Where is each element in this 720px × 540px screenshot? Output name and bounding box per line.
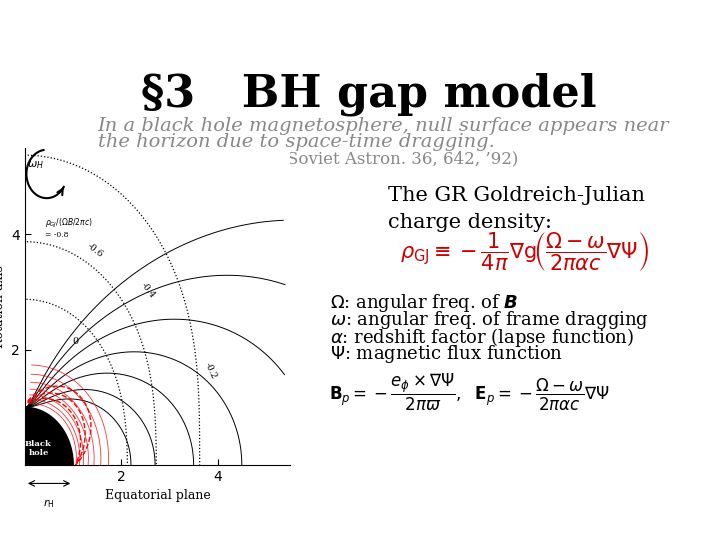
Text: $r_{\rm H}$: $r_{\rm H}$ [43,497,55,510]
Polygon shape [25,407,73,465]
Text: $\Omega$: angular freq. of $\boldsymbol{B}$: $\Omega$: angular freq. of $\boldsymbol{… [330,293,518,314]
Text: 0: 0 [73,337,78,346]
Text: $\rho_{GJ}/(\Omega B/2\pi c)$
= -0.8: $\rho_{GJ}/(\Omega B/2\pi c)$ = -0.8 [45,217,93,239]
Text: $\Psi$: magnetic flux function: $\Psi$: magnetic flux function [330,343,563,366]
Text: -0.6: -0.6 [85,242,104,260]
Text: $\alpha$: redshift factor (lapse function): $\alpha$: redshift factor (lapse functio… [330,326,634,349]
Text: The GR Goldreich-Julian
charge density:: The GR Goldreich-Julian charge density: [388,186,645,232]
Text: In a black hole magnetosphere, null surface appears near: In a black hole magnetosphere, null surf… [98,117,670,136]
Text: the horizon due to space-time dragging.: the horizon due to space-time dragging. [98,133,495,151]
Text: $\rho_{\rm GJ} \equiv -\dfrac{1}{4\pi}\nabla{\rm g}\!\left(\dfrac{\Omega-\omega}: $\rho_{\rm GJ} \equiv -\dfrac{1}{4\pi}\n… [400,230,649,273]
Text: -0.2: -0.2 [203,361,218,381]
Text: Black
hole: Black hole [25,440,52,457]
X-axis label: Equatorial plane: Equatorial plane [104,489,210,502]
Text: $\omega$: angular freq. of frame dragging: $\omega$: angular freq. of frame draggin… [330,309,649,332]
Y-axis label: Rotation axis: Rotation axis [0,265,6,348]
Text: $\mathbf{B}_p = -\dfrac{e_\phi \times \nabla\Psi}{2\pi\varpi},\ \ \mathbf{E}_p =: $\mathbf{B}_p = -\dfrac{e_\phi \times \n… [329,372,609,413]
Text: -0.4: -0.4 [139,281,157,300]
Text: Beskin, Istomin, Par’ev (Soviet Astron. 36, 642, ’92): Beskin, Istomin, Par’ev (Soviet Astron. … [81,150,518,167]
Text: $\omega_H$: $\omega_H$ [27,159,45,171]
Text: §3   BH gap model: §3 BH gap model [141,72,597,116]
